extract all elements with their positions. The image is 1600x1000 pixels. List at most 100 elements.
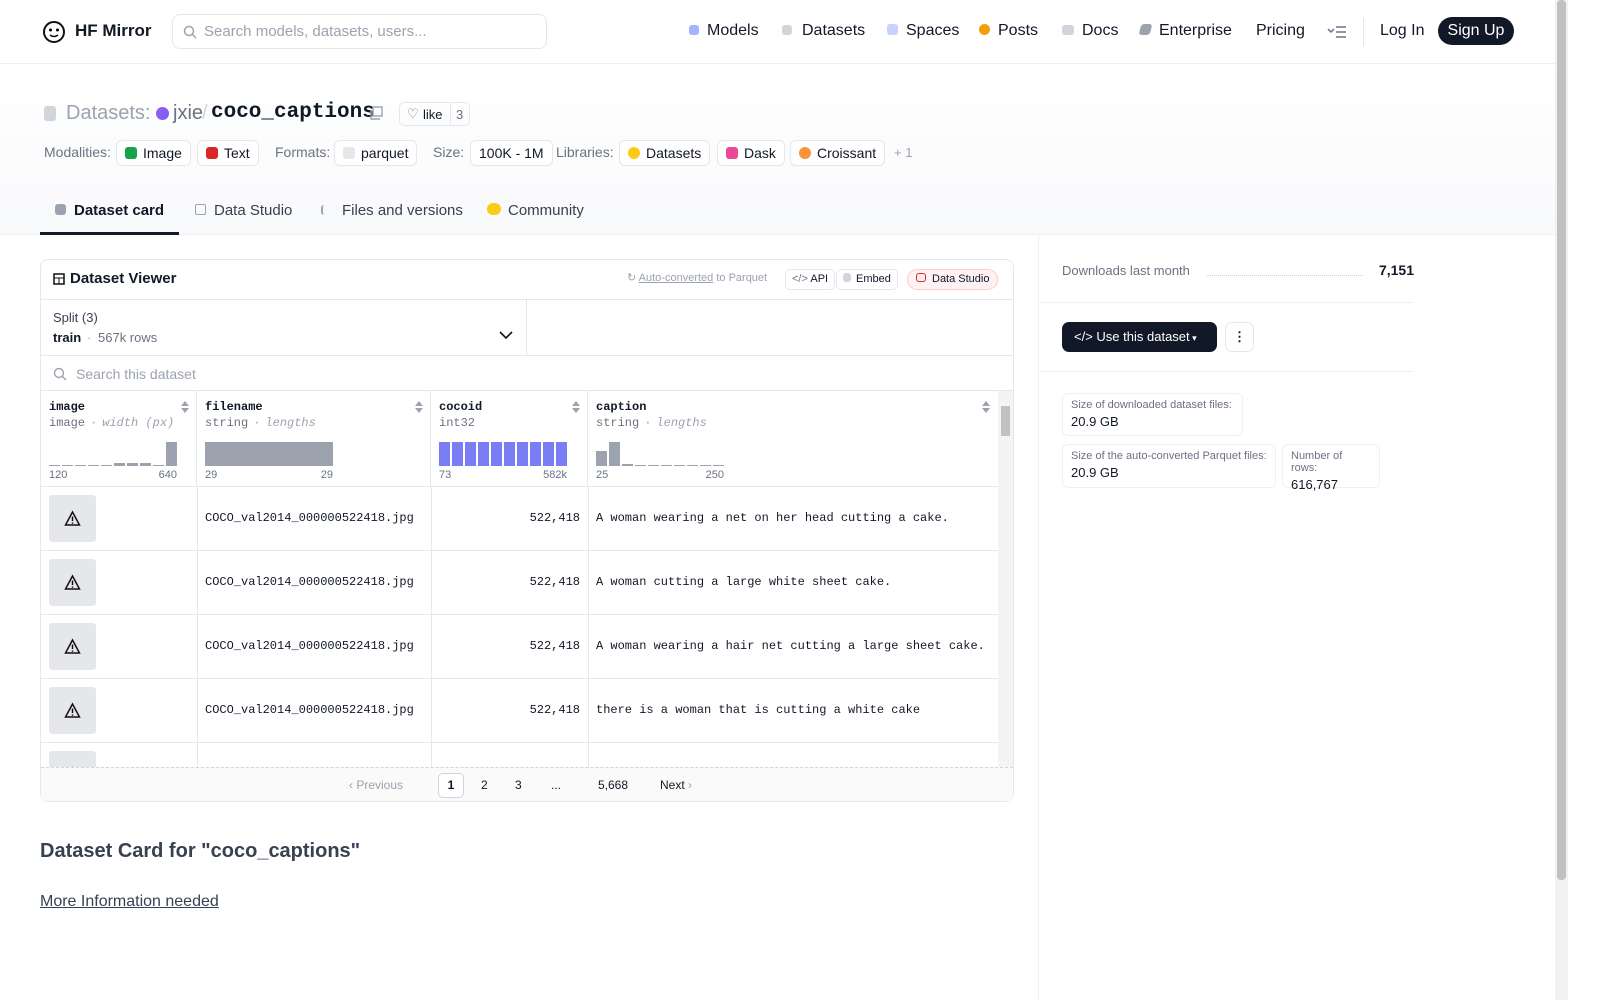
tab[interactable]: Community: [487, 202, 584, 219]
tab[interactable]: Data Studio: [195, 202, 292, 219]
embed-button[interactable]: Embed: [836, 269, 898, 290]
column-header[interactable]: caption string · lengths 25 250: [588, 391, 998, 487]
converted-link[interactable]: Auto-converted: [638, 272, 714, 284]
page-current[interactable]: 1: [438, 773, 464, 798]
scroll-thumb[interactable]: [1001, 406, 1010, 436]
tag[interactable]: Dask: [717, 140, 785, 166]
use-caret: ▾: [1189, 333, 1197, 343]
pagination: ‹ Previous 1 2 3 ... 5,668 Next ›: [41, 767, 1013, 801]
stat-label: Size of the auto-converted Parquet files…: [1071, 450, 1267, 462]
nav-link[interactable]: Datasets: [782, 22, 865, 40]
page-scroll-thumb[interactable]: [1557, 0, 1566, 880]
brand[interactable]: HF Mirror: [75, 21, 152, 40]
card-title: Dataset Card for "coco_captions": [40, 840, 361, 862]
warning-icon: [64, 510, 81, 526]
histogram-bar: [166, 442, 177, 466]
column-header[interactable]: image image · width (px) 120 640: [41, 391, 197, 487]
copy-icon[interactable]: [369, 106, 383, 120]
filename-cell: COCO_val2014_000000522418.jpg: [205, 703, 414, 717]
tag-group-label: Size:: [433, 144, 465, 160]
cell-divider: [431, 487, 432, 551]
split-select[interactable]: Split (3) train · 567k rows: [41, 300, 527, 355]
nav-link[interactable]: Pricing: [1256, 22, 1305, 39]
tag[interactable]: Image: [116, 140, 191, 166]
previous[interactable]: ‹ Previous: [349, 778, 403, 792]
nav-link[interactable]: Models: [689, 22, 759, 40]
page[interactable]: 5,668: [598, 778, 629, 792]
converted-note: ↻ Auto-converted to Parquet: [627, 271, 767, 284]
logo[interactable]: [42, 20, 66, 44]
nav-link[interactable]: Docs: [1062, 22, 1118, 40]
more-tags[interactable]: + 1: [894, 145, 913, 160]
nav-icon: [1062, 25, 1074, 35]
like-button[interactable]: ♡ like 3: [399, 102, 470, 126]
dataset-name[interactable]: coco_captions: [211, 101, 375, 124]
card-link[interactable]: More Information needed: [40, 893, 219, 910]
stat-label: Number of rows:: [1291, 450, 1343, 474]
histogram-bar: [114, 463, 125, 466]
search-box[interactable]: Search models, datasets, users...: [172, 14, 547, 49]
nav-icon: [782, 25, 792, 35]
table-header: [41, 391, 998, 487]
nav-text: Enterprise: [1159, 22, 1232, 39]
caption-cell: A woman wearing a hair net cutting a lar…: [596, 639, 985, 653]
cell-divider: [431, 551, 432, 615]
tag[interactable]: Datasets: [619, 140, 711, 166]
next-text: Next: [660, 778, 685, 792]
search-icon: [183, 25, 197, 39]
histogram-bar: [674, 465, 685, 466]
image-placeholder: [49, 559, 96, 606]
tag-icon: [343, 147, 355, 159]
tab-active[interactable]: Dataset card: [55, 202, 164, 219]
histogram-bar: [439, 442, 450, 466]
page[interactable]: 2: [481, 778, 488, 792]
cell-divider: [197, 743, 198, 767]
histogram-bar: [140, 463, 151, 466]
tag[interactable]: Croissant: [790, 140, 886, 166]
data-studio-button[interactable]: Data Studio: [907, 269, 999, 290]
login-link[interactable]: Log In: [1380, 22, 1425, 39]
top-bar: [0, 0, 1555, 64]
tag-icon: [628, 147, 640, 159]
cell-divider: [431, 615, 432, 679]
nav-link[interactable]: Enterprise: [1138, 22, 1232, 40]
tag-group-label: Modalities:: [44, 144, 111, 160]
tag-text: parquet: [361, 145, 409, 161]
warning-icon: [64, 574, 81, 590]
stat-kind: width (px): [102, 416, 175, 430]
histogram-bar: [491, 442, 502, 466]
next-arrow: ›: [684, 778, 693, 792]
column-name: cocoid: [439, 400, 483, 414]
owner-avatar: [156, 107, 169, 120]
api-button[interactable]: </> API: [785, 269, 836, 290]
use-dataset-button[interactable]: </> Use this dataset ▾: [1062, 322, 1217, 352]
more-button[interactable]: ⋮: [1225, 322, 1254, 352]
viewer-icon: [53, 273, 65, 285]
sort-icon: [415, 408, 423, 413]
tag[interactable]: parquet: [334, 140, 418, 166]
table-scrollbar[interactable]: [998, 391, 1013, 767]
tab[interactable]: Files and versions: [321, 202, 463, 219]
tab-text: Community: [508, 202, 584, 219]
histogram-bar: [622, 464, 633, 466]
next[interactable]: Next ›: [660, 778, 692, 792]
nav-link[interactable]: Posts: [979, 22, 1038, 40]
owner[interactable]: jxie: [173, 102, 204, 124]
sort-icon: [572, 408, 580, 413]
menu-icon[interactable]: [1327, 25, 1347, 39]
column-header[interactable]: filename string · lengths 29 29: [197, 391, 431, 487]
histogram-bar: [517, 442, 528, 466]
tag[interactable]: 100K - 1M: [470, 140, 553, 166]
page-scrollbar[interactable]: [1555, 0, 1568, 1000]
dataset-search[interactable]: Search this dataset: [41, 355, 1013, 391]
nav-link[interactable]: Spaces: [887, 22, 959, 40]
histogram-bar: [713, 465, 724, 466]
tag[interactable]: Text: [197, 140, 259, 166]
sidebar-divider: [1038, 236, 1039, 1000]
signup-button[interactable]: Sign Up: [1438, 17, 1514, 45]
page[interactable]: 3: [515, 778, 522, 792]
column-header[interactable]: cocoid int32 73 582k: [431, 391, 588, 487]
warning-icon: [64, 702, 81, 718]
histogram-bar: [478, 442, 489, 466]
histogram-bar: [648, 465, 659, 466]
